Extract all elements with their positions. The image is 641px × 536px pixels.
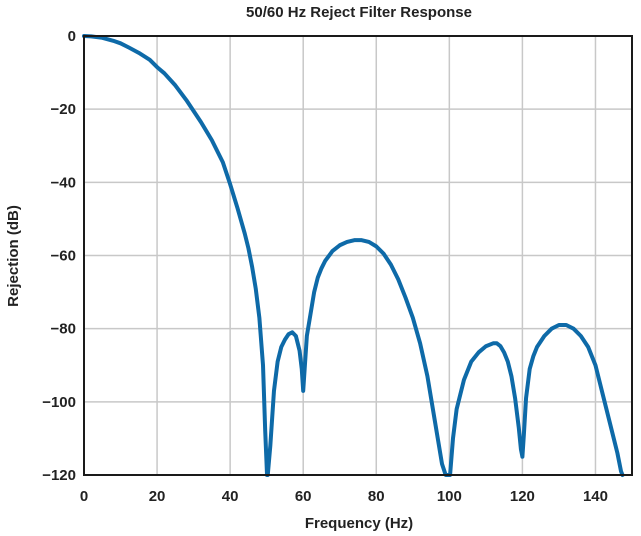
y-tick-label: 0 xyxy=(68,28,76,45)
y-tick-label: −40 xyxy=(51,174,76,191)
y-tick-label: −100 xyxy=(42,394,76,411)
y-axis-label: Rejection (dB) xyxy=(5,205,22,307)
plot-frame xyxy=(83,35,633,476)
x-tick-label: 20 xyxy=(149,488,166,505)
y-tick-labels: 0 −20 −40 −60 −80 −100 −120 xyxy=(42,28,76,484)
x-tick-label: 100 xyxy=(437,488,462,505)
x-tick-label: 40 xyxy=(222,488,239,505)
x-axis-label: Frequency (Hz) xyxy=(305,515,413,532)
x-tick-label: 0 xyxy=(80,488,88,505)
y-tick-label: −120 xyxy=(42,467,76,484)
x-tick-label: 120 xyxy=(510,488,535,505)
y-tick-label: −60 xyxy=(51,248,76,265)
x-tick-label: 140 xyxy=(583,488,608,505)
grid xyxy=(83,35,632,476)
series-group xyxy=(82,34,625,477)
chart-title: 50/60 Hz Reject Filter Response xyxy=(246,4,472,21)
y-tick-label: −80 xyxy=(51,321,76,338)
x-tick-label: 80 xyxy=(368,488,385,505)
x-tick-labels: 0 20 40 60 80 100 120 140 xyxy=(80,488,608,505)
y-tick-label: −20 xyxy=(51,101,76,118)
series-line xyxy=(82,34,625,477)
x-tick-label: 60 xyxy=(295,488,312,505)
